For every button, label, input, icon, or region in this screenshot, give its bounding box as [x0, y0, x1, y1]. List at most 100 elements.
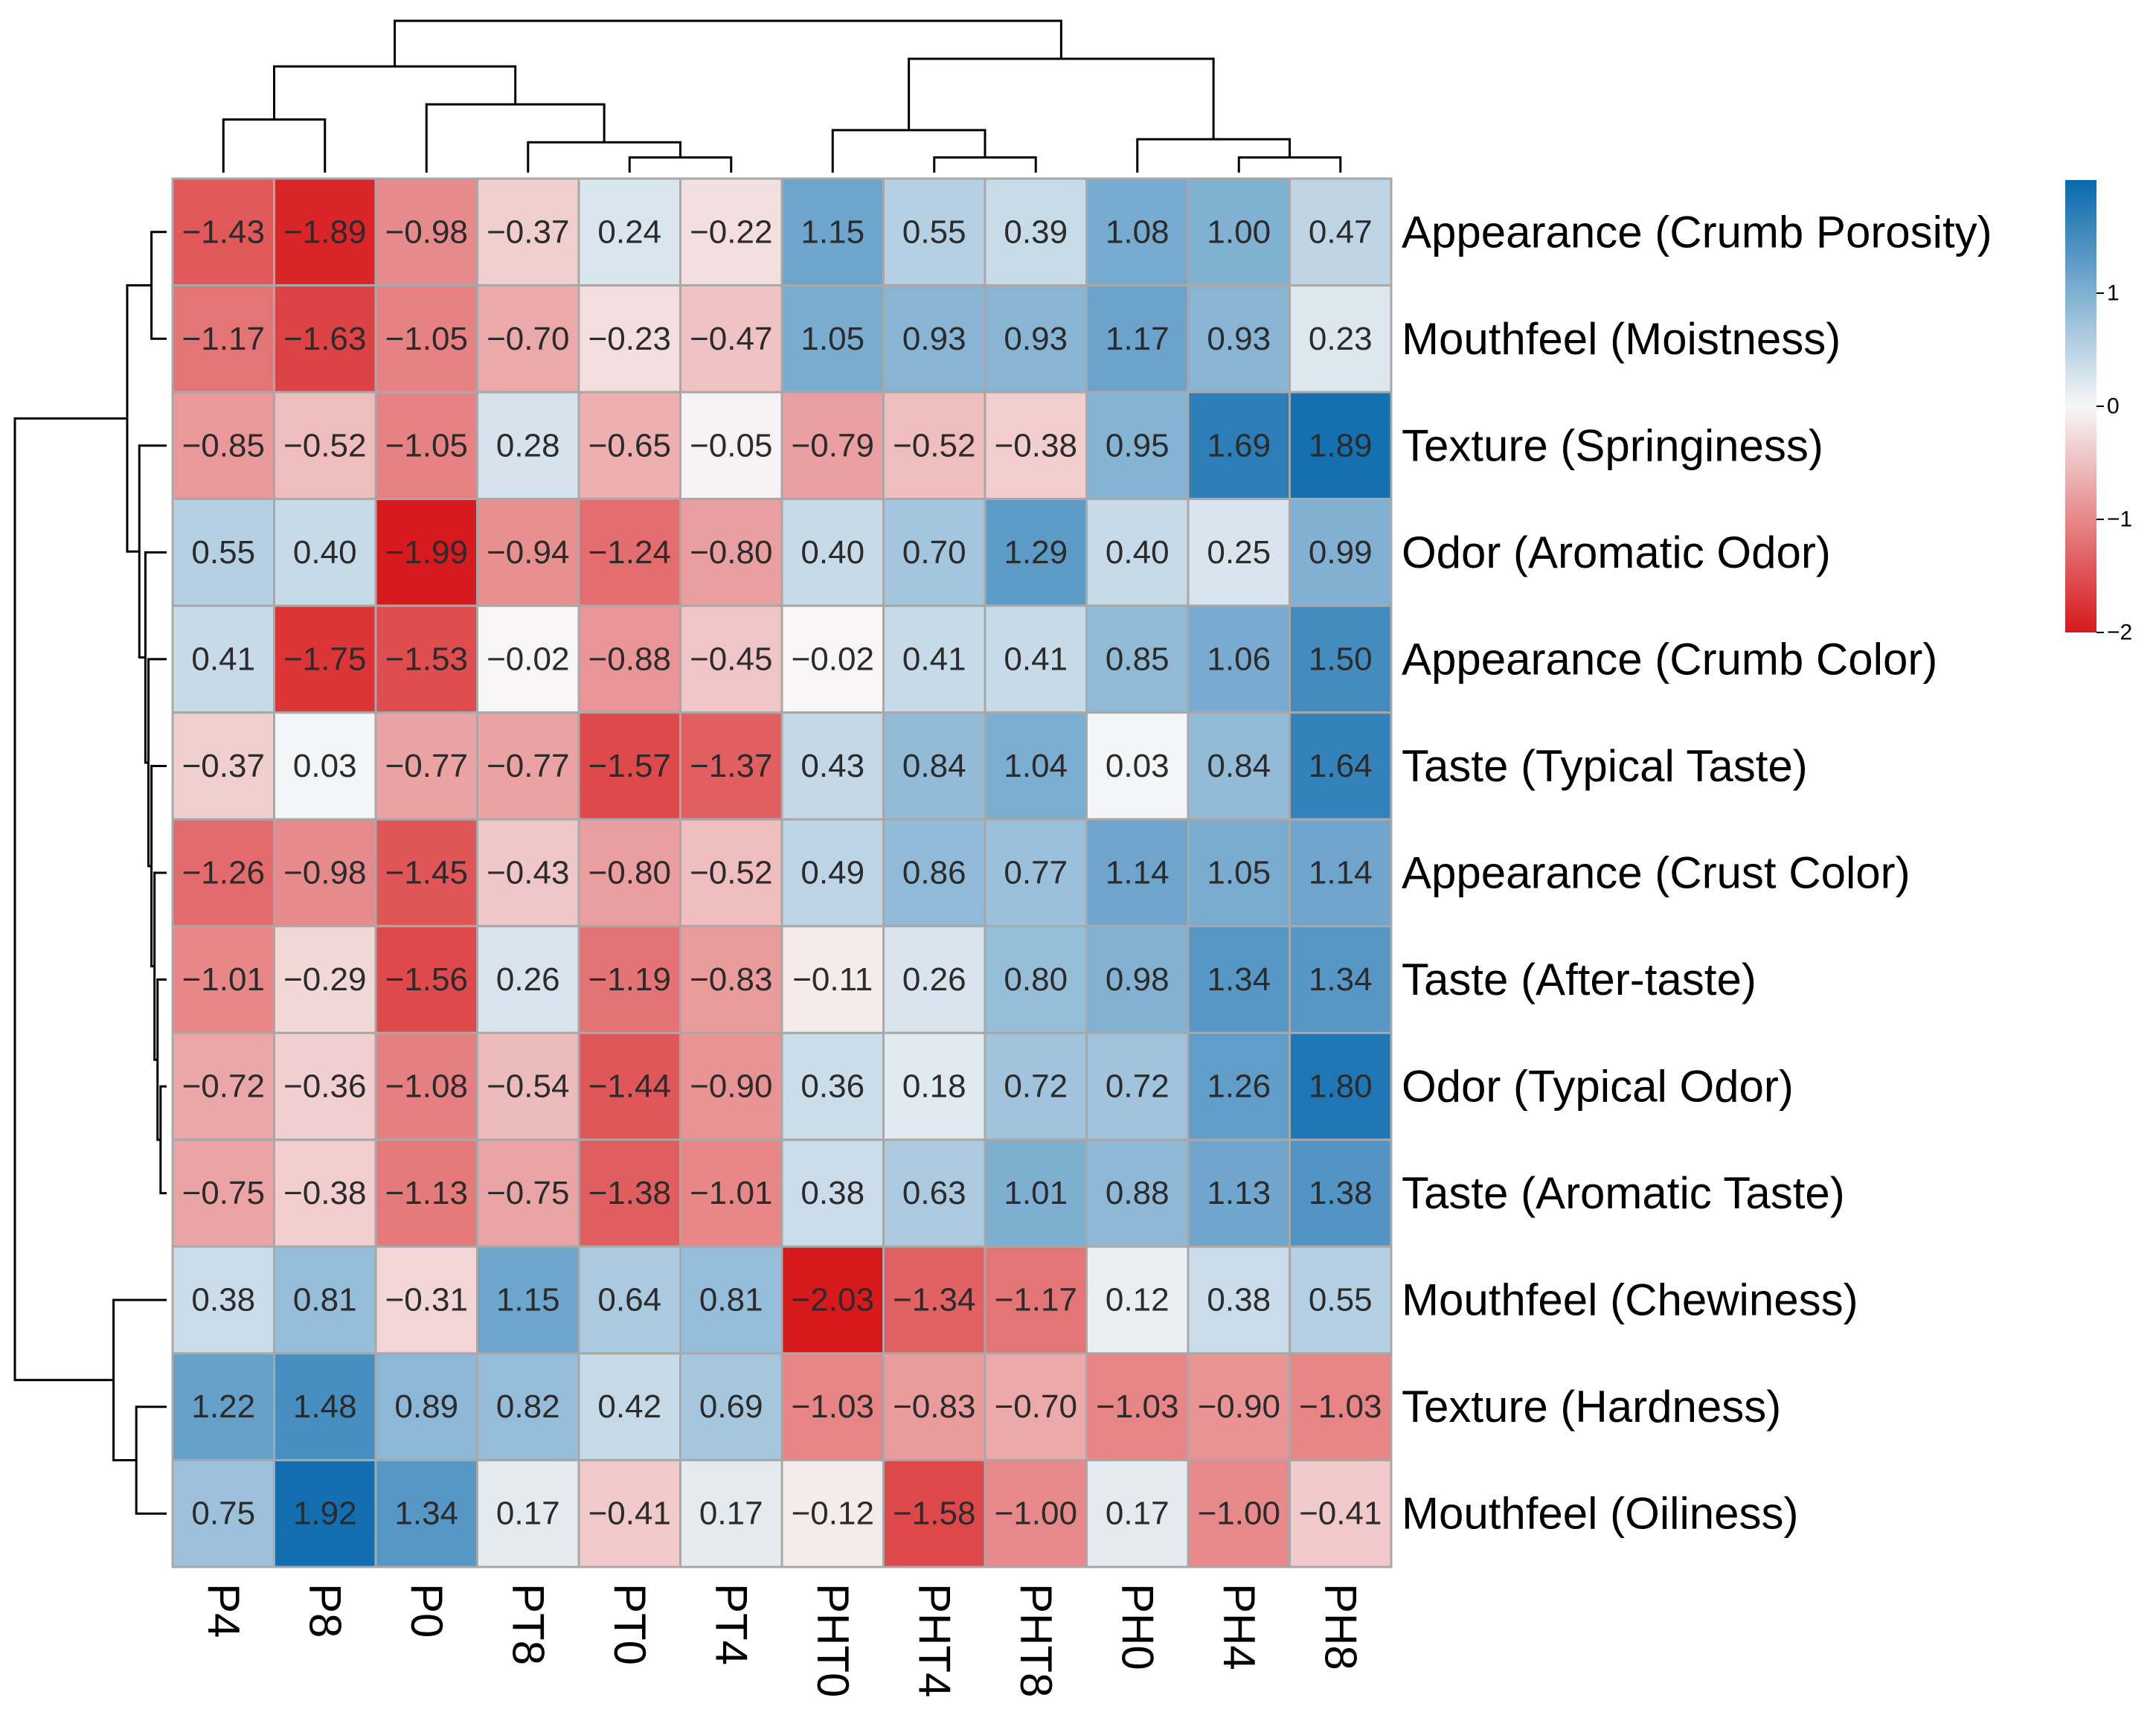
cell-value-label: 0.69 [699, 1388, 763, 1425]
cell-value-label: −0.72 [182, 1068, 265, 1105]
heatmap-cell [171, 1031, 275, 1141]
heatmap-cell [273, 1458, 377, 1568]
heatmap-cell [273, 711, 377, 821]
cell-value-label: 0.64 [597, 1282, 661, 1318]
cell-value-label: −1.56 [385, 961, 468, 998]
cell-value-label: −0.05 [690, 427, 772, 464]
cell-value-label: −0.29 [283, 961, 366, 998]
cell-value-label: 0.03 [293, 748, 357, 784]
heatmap-cell [984, 818, 1088, 928]
cell-value-label: 1.05 [1207, 855, 1271, 891]
cell-value-label: 0.25 [1207, 534, 1271, 571]
heatmap-cell [780, 1352, 885, 1461]
heatmap-cell [984, 1245, 1088, 1355]
cell-value-label: −1.45 [385, 855, 468, 891]
legend-tick-label: −1 [2107, 507, 2132, 532]
cell-value-label: 0.41 [191, 641, 255, 677]
cell-value-label: 0.24 [597, 214, 661, 250]
cell-value-label: 0.49 [801, 855, 864, 891]
row-dendrogram [13, 231, 167, 1515]
cell-value-label: −1.44 [588, 1068, 671, 1105]
row-label: Mouthfeel (Oiliness) [1402, 1489, 1799, 1539]
cell-value-label: −1.53 [385, 641, 468, 677]
cell-value-label: 0.03 [1106, 748, 1170, 784]
heatmap-cell [273, 177, 377, 287]
column-dendrogram [222, 19, 1342, 173]
row-label: Texture (Hardness) [1402, 1382, 1781, 1432]
cell-value-label: 0.70 [902, 534, 966, 571]
heatmap-cell [984, 284, 1088, 394]
color-legend: 1 0 −1 −2 [2065, 180, 2132, 645]
heatmap-cell [1289, 1031, 1393, 1141]
heatmap-cell [882, 1458, 986, 1568]
heatmap-cell [476, 391, 580, 501]
column-dendrogram-branch [1237, 156, 1342, 173]
row-label: Appearance (Crust Color) [1402, 848, 1910, 898]
cell-value-label: 0.40 [801, 534, 864, 571]
cell-value-label: 1.89 [1309, 427, 1373, 464]
column-dendrogram-branch [425, 103, 606, 173]
cell-value-label: 0.12 [1106, 1282, 1170, 1318]
heatmap-cell [882, 1352, 986, 1461]
heatmap-cell [780, 284, 885, 394]
heatmap-cell [780, 604, 885, 714]
row-dendrogram-branch [150, 231, 167, 340]
heatmap-cell [374, 1352, 478, 1461]
cell-value-label: 0.72 [1004, 1068, 1068, 1105]
cell-value-label: 0.93 [1004, 321, 1068, 357]
cell-value-label: 1.80 [1309, 1068, 1373, 1105]
heatmap-cell [1187, 1352, 1291, 1461]
heatmap-cell [374, 1458, 478, 1568]
cell-value-label: 0.99 [1309, 534, 1373, 571]
cell-value-label: 0.77 [1004, 855, 1068, 891]
heatmap-cell [577, 604, 681, 714]
column-dendrogram-branch [222, 118, 327, 173]
heatmap-cell [882, 604, 986, 714]
cell-value-label: 1.05 [801, 321, 864, 357]
cell-value-label: 0.81 [293, 1282, 357, 1318]
heatmap-cell [1085, 818, 1190, 928]
cell-value-label: −0.41 [1299, 1496, 1382, 1532]
heatmap-cell [1187, 604, 1291, 714]
heatmap-cell [882, 391, 986, 501]
heatmap-cell [171, 925, 275, 1034]
cell-value-label: −1.57 [588, 748, 671, 784]
heatmap-cell [1187, 284, 1291, 394]
heatmap-cell [679, 1352, 783, 1461]
cell-value-label: 0.82 [496, 1388, 560, 1425]
heatmap-cell [1085, 1245, 1190, 1355]
column-label: PT8 [503, 1583, 553, 1665]
cell-value-label: 0.40 [293, 534, 357, 571]
cell-value-label: 0.93 [902, 321, 966, 357]
cell-value-label: −0.38 [995, 427, 1077, 464]
heatmap-cell [1085, 1138, 1190, 1248]
row-label: Odor (Typical Odor) [1402, 1062, 1794, 1112]
cell-value-label: −0.23 [588, 321, 671, 357]
heatmap-cell [679, 1458, 783, 1568]
cell-value-label: 0.63 [902, 1175, 966, 1211]
heatmap-cell [780, 818, 885, 928]
cell-value-label: 0.84 [1207, 748, 1271, 784]
cell-value-label: −0.45 [690, 641, 772, 677]
column-label: PHT0 [808, 1583, 858, 1697]
cell-value-label: 0.18 [902, 1068, 966, 1105]
cell-value-label: −0.98 [283, 855, 366, 891]
cell-value-label: −0.36 [283, 1068, 366, 1105]
cell-value-label: −1.13 [385, 1175, 468, 1211]
cell-value-label: 0.36 [801, 1068, 864, 1105]
cell-value-label: −0.54 [487, 1068, 569, 1105]
cell-value-label: 1.08 [1106, 214, 1170, 250]
heatmap-cell [476, 711, 580, 821]
heatmap-cell [577, 711, 681, 821]
cell-value-label: 1.04 [1004, 748, 1068, 784]
cell-value-label: −1.63 [283, 321, 366, 357]
cell-value-label: 0.95 [1106, 427, 1170, 464]
heatmap-cell [476, 1458, 580, 1568]
heatmap-cell [1085, 604, 1190, 714]
cell-value-label: 0.55 [1309, 1282, 1373, 1318]
cell-value-label: 1.14 [1309, 855, 1373, 891]
heatmap-cell [1187, 818, 1291, 928]
cell-value-label: −0.90 [690, 1068, 772, 1105]
cell-value-label: −1.03 [1096, 1388, 1178, 1425]
cell-value-label: −1.75 [283, 641, 366, 677]
